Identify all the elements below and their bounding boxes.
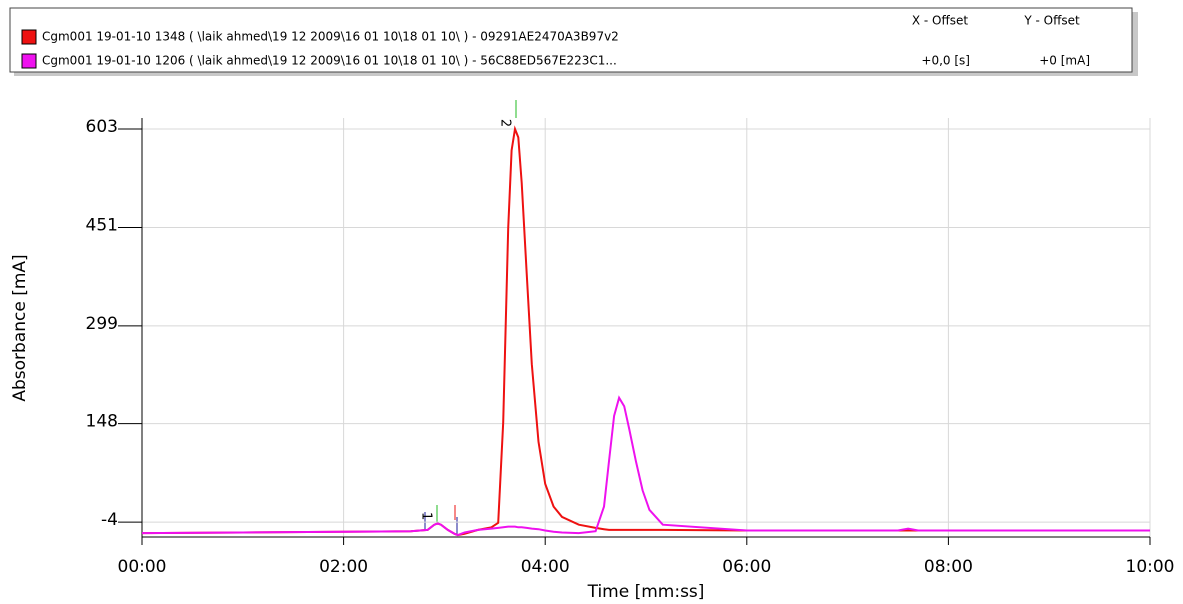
x-axis-title: Time [mm:ss] bbox=[587, 582, 705, 602]
x-tick-label: 10:00 bbox=[1126, 557, 1175, 577]
y-tick-label: 603 bbox=[86, 117, 118, 137]
x-offset: +0,0 [s] bbox=[921, 54, 970, 68]
legend-swatch bbox=[21, 53, 37, 69]
peak-label: 2 bbox=[497, 119, 512, 127]
y-tick-label: 299 bbox=[86, 314, 118, 334]
x-tick-label: 08:00 bbox=[924, 557, 973, 577]
legend-swatch bbox=[21, 29, 37, 45]
peak-label: 1 bbox=[419, 512, 434, 520]
series-line bbox=[141, 395, 1150, 537]
legend-label: Cgm001 19-01-10 1348 ( \laik ahmed\19 12… bbox=[42, 30, 619, 44]
y-axis-title: Absorbance [mA] bbox=[10, 254, 30, 401]
legend-box bbox=[9, 7, 1133, 73]
y-tick-label: 148 bbox=[86, 412, 118, 432]
peak-markers bbox=[424, 100, 517, 535]
y-offset: +0 [mA] bbox=[1039, 54, 1090, 68]
series-line bbox=[141, 125, 1150, 537]
x-offset-header: X - Offset bbox=[912, 14, 969, 28]
legend-label: Cgm001 19-01-10 1206 ( \laik ahmed\19 12… bbox=[42, 54, 617, 68]
y-offset-header: Y - Offset bbox=[1023, 14, 1080, 28]
x-tick-label: 02:00 bbox=[319, 557, 368, 577]
x-tick-label: 00:00 bbox=[118, 557, 167, 577]
y-tick-label: -4 bbox=[101, 510, 118, 530]
y-tick-label: 451 bbox=[86, 215, 118, 235]
x-tick-label: 06:00 bbox=[722, 557, 771, 577]
x-tick-label: 04:00 bbox=[521, 557, 570, 577]
legend: X - Offset Y - Offset +0,0 [s] +0 [mA] C… bbox=[9, 7, 1138, 76]
